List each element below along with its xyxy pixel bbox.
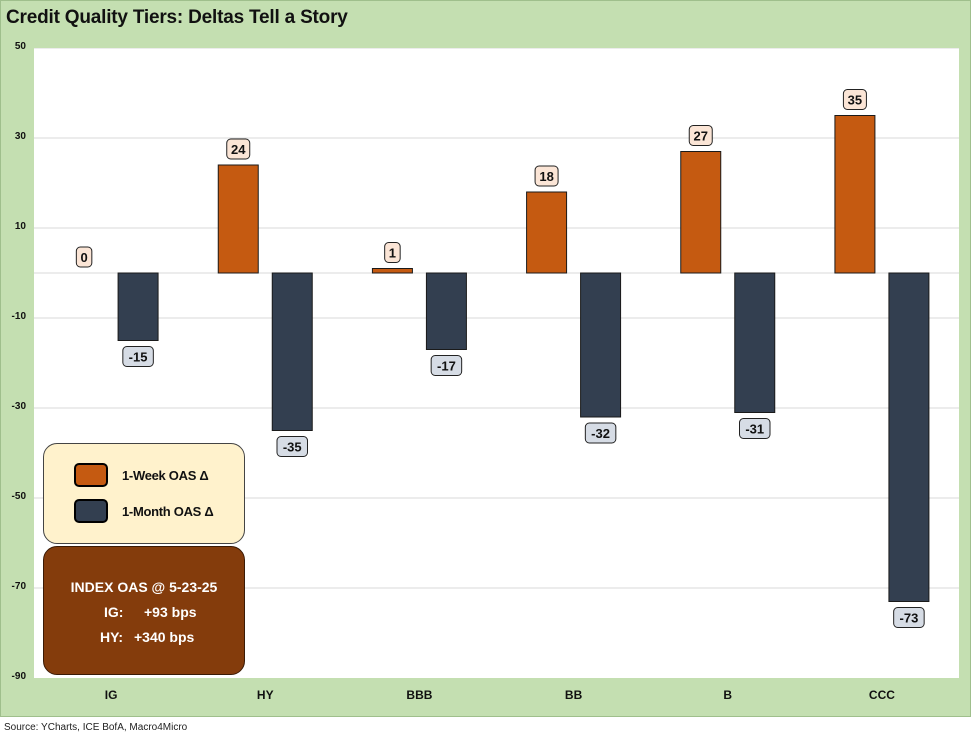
y-tick-label--70: -70 (11, 581, 26, 592)
data-label-b-1-month: -31 (745, 422, 764, 437)
data-label-bb-1-month: -32 (591, 426, 610, 441)
data-label-box-bb-1-week (534, 165, 559, 187)
bar-bb-1-week (526, 191, 568, 274)
y-tick-label--90: -90 (11, 671, 26, 682)
source-note: Source: YCharts, ICE BofA, Macro4Micro (4, 722, 188, 733)
data-label-bb-1-week: 18 (539, 169, 553, 184)
legend-swatch-1-week (74, 463, 108, 487)
data-label-bbb-1-month: -17 (437, 359, 456, 374)
bar-hy-1-month (271, 272, 313, 431)
legend-label-1-week: 1-Week OAS Δ (122, 467, 209, 483)
y-tick-label-50: 50 (14, 41, 26, 52)
data-label-ig-1-month: -15 (129, 350, 148, 365)
legend-item-1-month: 1-Month OAS Δ (74, 499, 214, 523)
bar-ig-1-month (117, 272, 159, 341)
x-tick-label-ig: IG (104, 688, 118, 702)
y-tick-label-10: 10 (14, 221, 26, 232)
data-label-box-ig-1-week (75, 246, 93, 268)
bar-bbb-1-month (425, 272, 467, 350)
y-tick-label-30: 30 (14, 131, 26, 142)
data-label-box-b-1-week (688, 125, 713, 146)
chart-title: Credit Quality Tiers: Deltas Tell a Stor… (6, 7, 348, 28)
data-label-hy-1-month: -35 (283, 440, 302, 455)
x-tick-label-bb: BB (564, 688, 583, 702)
y-tick-label--10: -10 (11, 311, 26, 322)
x-tick-label-ccc: CCC (868, 688, 895, 702)
bar-ccc-1-week (834, 115, 876, 274)
index-ig-name: IG: (104, 604, 124, 620)
data-label-ig-1-week: 0 (80, 250, 87, 265)
data-label-box-hy-1-week (226, 138, 251, 160)
data-label-box-bbb-1-month (430, 355, 463, 376)
bar-hy-1-week (217, 164, 259, 274)
data-label-box-ccc-1-week (842, 89, 867, 110)
data-label-bbb-1-week: 1 (389, 246, 396, 261)
y-tick-label--30: -30 (11, 401, 26, 412)
legend-item-1-week: 1-Week OAS Δ (74, 463, 209, 487)
index-ig-value: +93 bps (144, 604, 197, 620)
data-label-b-1-week: 27 (694, 129, 708, 144)
bar-ccc-1-month (888, 272, 930, 602)
index-hy-value: +340 bps (134, 629, 195, 645)
bar-bb-1-month (580, 272, 622, 418)
x-tick-label-hy: HY (256, 688, 274, 702)
bar-b-1-week (680, 151, 722, 274)
legend-swatch-1-month (74, 499, 108, 523)
data-label-box-ccc-1-month (893, 607, 925, 628)
x-tick-label-bbb: BBB (406, 688, 433, 702)
index-oas-box: INDEX OAS @ 5-23-25 IG: +93 bps HY: +340… (43, 546, 245, 675)
bar-b-1-month (734, 272, 776, 413)
y-tick-label--50: -50 (11, 491, 26, 502)
bar-bbb-1-week (371, 268, 413, 274)
data-label-box-bbb-1-week (384, 242, 401, 263)
legend: 1-Week OAS Δ 1-Month OAS Δ (43, 443, 245, 544)
data-label-ccc-1-month: -73 (900, 611, 919, 626)
data-label-box-b-1-month (739, 418, 771, 439)
legend-label-1-month: 1-Month OAS Δ (122, 503, 214, 519)
data-label-ccc-1-week: 35 (848, 93, 862, 108)
index-oas-title: INDEX OAS @ 5-23-25 (70, 579, 218, 595)
data-label-box-hy-1-month (276, 436, 308, 457)
data-label-hy-1-week: 24 (231, 142, 246, 157)
index-hy-name: HY: (100, 629, 124, 645)
data-label-box-bb-1-month (584, 422, 617, 444)
x-tick-label-b: B (723, 688, 733, 702)
chart-svg: 0 -15 24 -35 1 -17 18 -32 27 -31 35 -73 (34, 48, 959, 628)
data-label-box-ig-1-month (122, 346, 154, 367)
